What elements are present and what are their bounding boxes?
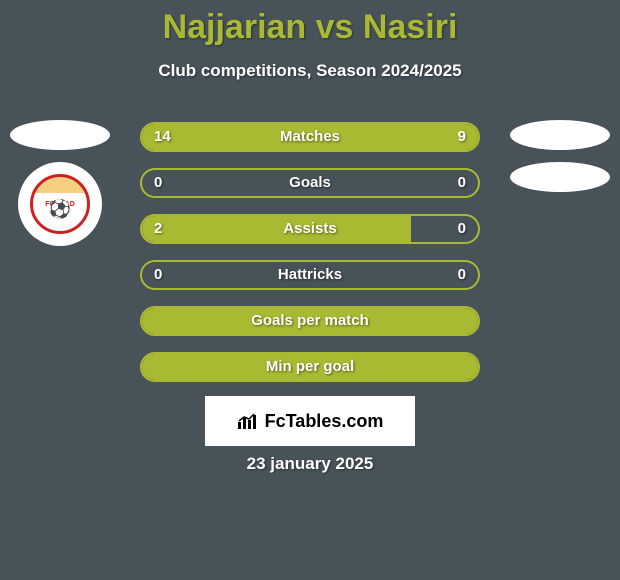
bar-value-left: 14 [154, 124, 171, 150]
bar-row: Goals0 0 [140, 168, 480, 198]
bar-value-right: 0 [458, 262, 466, 288]
left-ellipse-1 [10, 120, 110, 150]
bar-value-left: 0 [154, 262, 162, 288]
left-team-logo: FOOLAD [18, 162, 102, 246]
bar-row: Matches14 9 [140, 122, 480, 152]
bar-row: Goals per match [140, 306, 480, 336]
bar-label: Assists [142, 216, 478, 242]
bar-row: Hattricks0 0 [140, 260, 480, 290]
right-ellipse-1 [510, 120, 610, 150]
right-ellipse-2 [510, 162, 610, 192]
left-badges: FOOLAD [10, 120, 110, 246]
foolad-logo-icon: FOOLAD [30, 174, 90, 234]
bar-label: Goals per match [142, 308, 478, 334]
footer-attribution: FcTables.com [205, 396, 415, 446]
bar-label: Goals [142, 170, 478, 196]
footer-text: FcTables.com [265, 411, 384, 432]
bar-value-left: 0 [154, 170, 162, 196]
bar-value-left: 2 [154, 216, 162, 242]
bar-value-right: 0 [458, 170, 466, 196]
subtitle: Club competitions, Season 2024/2025 [0, 61, 620, 81]
bar-label: Matches [142, 124, 478, 150]
bar-row: Assists2 0 [140, 214, 480, 244]
bar-value-right: 0 [458, 216, 466, 242]
bar-row: Min per goal [140, 352, 480, 382]
page-title: Najjarian vs Nasiri [0, 0, 620, 47]
bar-label: Hattricks [142, 262, 478, 288]
chart-icon [237, 412, 259, 430]
right-badges [510, 120, 610, 204]
bar-label: Min per goal [142, 354, 478, 380]
date-label: 23 january 2025 [0, 454, 620, 474]
bar-value-right: 9 [458, 124, 466, 150]
comparison-bars: Matches149Goals00Assists20Hattricks00Goa… [140, 122, 480, 398]
